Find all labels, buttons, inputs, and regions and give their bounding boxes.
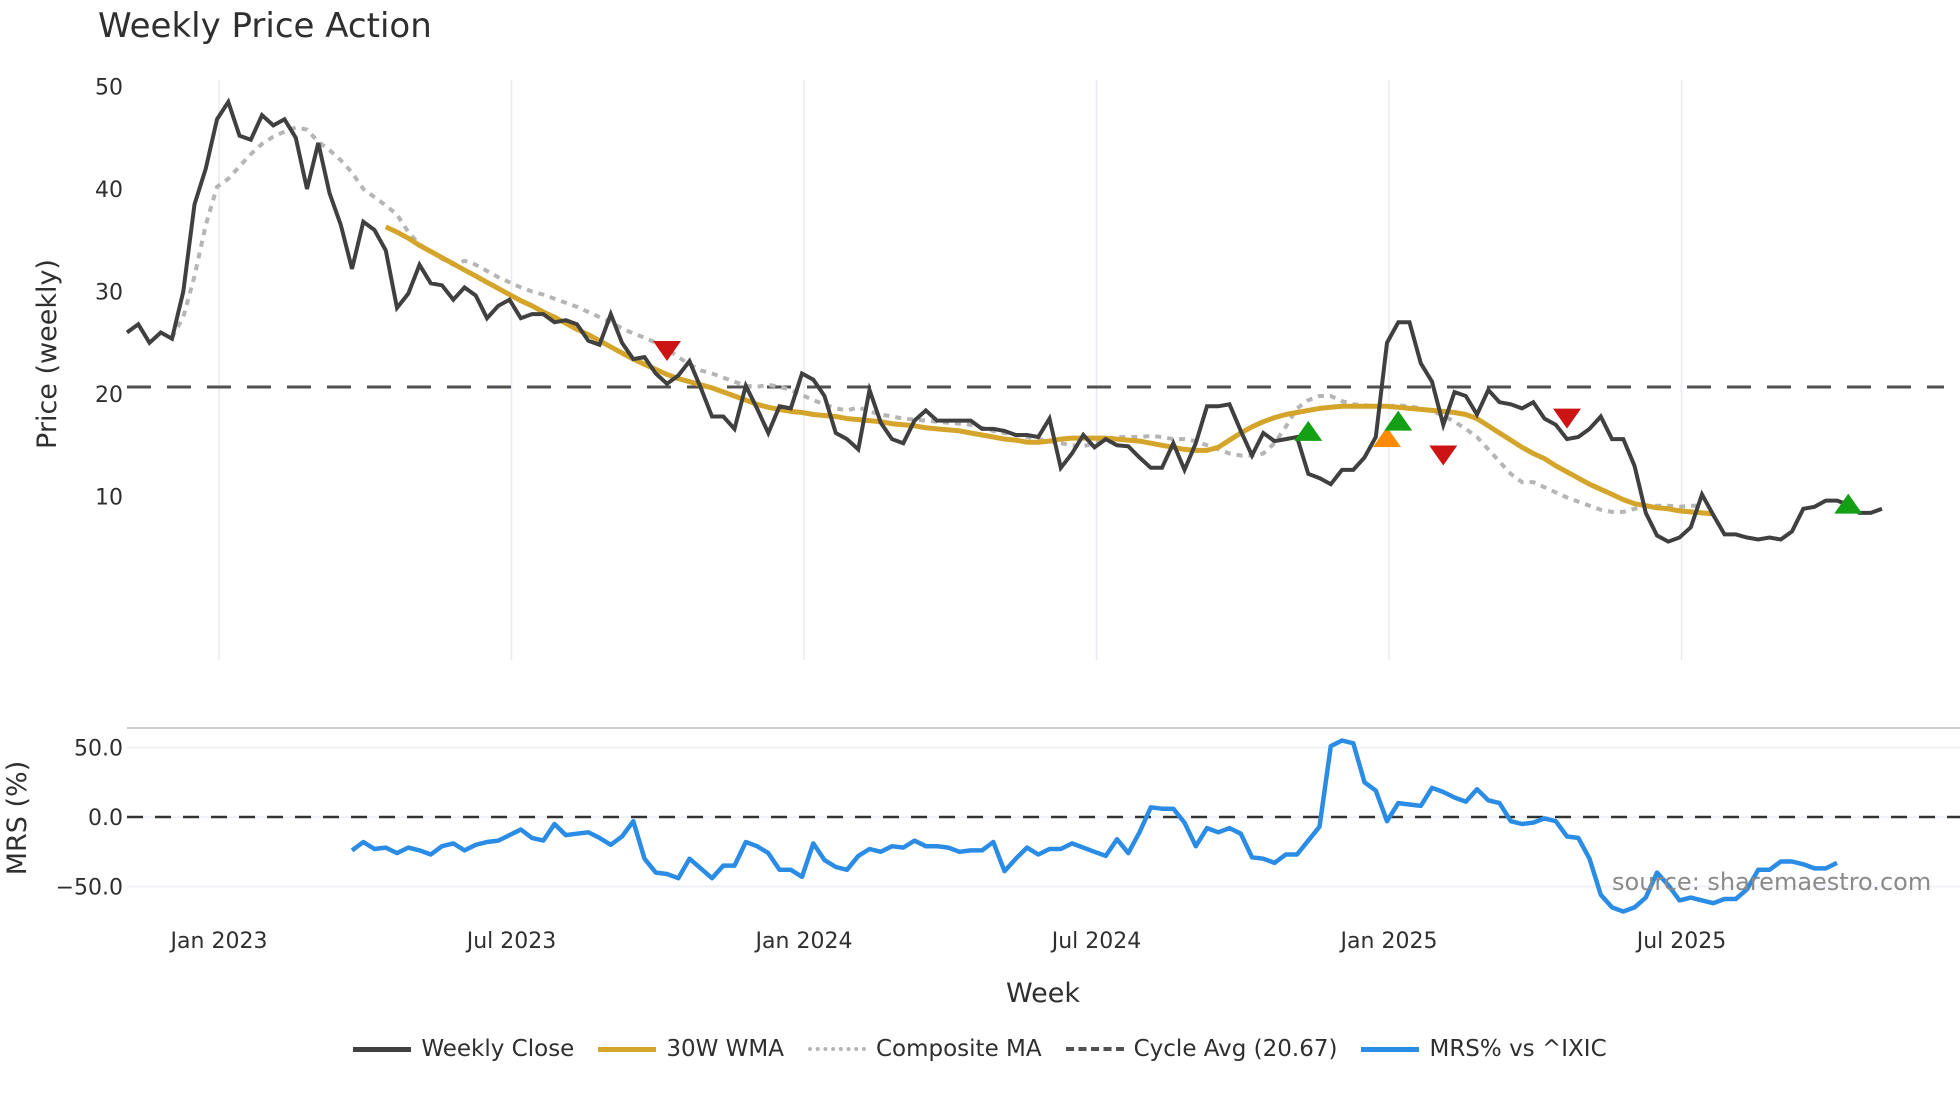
legend-label: 30W WMA bbox=[666, 1036, 784, 1062]
buy-signal-up-triangle-icon bbox=[1834, 493, 1863, 514]
mrs-y-axis-title: MRS (%) bbox=[2, 761, 33, 876]
caution-signal-up-triangle-icon bbox=[1373, 427, 1401, 448]
legend-label: Composite MA bbox=[875, 1036, 1042, 1062]
buy-signal-up-triangle-icon bbox=[1294, 420, 1323, 441]
y-tick-label: 0.0 bbox=[88, 806, 123, 831]
sell-signal-down-triangle-icon bbox=[1553, 408, 1581, 429]
x-tick-label: Jan 2023 bbox=[169, 929, 268, 954]
legend-label: MRS% vs ^IXIC bbox=[1429, 1036, 1607, 1062]
y-tick-label: 20 bbox=[95, 383, 123, 408]
chart-title: Weekly Price Action bbox=[98, 6, 432, 46]
x-axis: Jan 2023 Jul 2023 Jan 2024 Jul 2024 Jan 2025… bbox=[169, 929, 1727, 954]
x-tick-label: Jul 2024 bbox=[1050, 929, 1142, 954]
x-tick-label: Jul 2025 bbox=[1635, 929, 1727, 954]
legend-item[interactable]: 30W WMA bbox=[598, 1036, 784, 1062]
legend-swatch-icon bbox=[1361, 1046, 1420, 1052]
legend-item[interactable]: Weekly Close bbox=[353, 1036, 574, 1062]
sell-signal-down-triangle-icon bbox=[653, 340, 681, 361]
y-tick-label: 50 bbox=[95, 76, 123, 101]
y-tick-label: 10 bbox=[95, 486, 123, 511]
x-tick-label: Jul 2023 bbox=[465, 929, 557, 954]
mrs-gridlines bbox=[127, 746, 1960, 888]
weekly-close-line bbox=[125, 97, 1883, 544]
y-tick-label: 30 bbox=[95, 281, 123, 306]
price-y-axis-title: Price (weekly) bbox=[32, 259, 63, 449]
source-watermark: source: sharemaestro.com bbox=[1612, 868, 1931, 896]
legend: Weekly Close 30W WMA Composite MA Cycle Avg… bbox=[0, 1036, 1960, 1062]
legend-swatch-icon bbox=[598, 1046, 657, 1052]
buy-signal-up-triangle-icon bbox=[1384, 410, 1413, 431]
wma-30w-line bbox=[384, 224, 1714, 517]
y-tick-label: 40 bbox=[95, 178, 123, 203]
signal-markers bbox=[653, 340, 1863, 514]
price-y-axis: 10 20 30 40 50 bbox=[95, 76, 123, 511]
y-tick-label: 50.0 bbox=[74, 737, 123, 762]
composite-ma-line bbox=[170, 125, 1702, 514]
mrs-y-axis: 50.0 0.0 −50.0 bbox=[56, 737, 123, 901]
y-tick-label: −50.0 bbox=[56, 876, 123, 901]
legend-swatch-icon bbox=[807, 1047, 866, 1051]
legend-label: Weekly Close bbox=[421, 1036, 575, 1062]
legend-item[interactable]: Composite MA bbox=[807, 1036, 1042, 1062]
x-tick-label: Jan 2024 bbox=[754, 929, 853, 954]
x-axis-title: Week bbox=[1006, 978, 1080, 1009]
mrs-line bbox=[350, 738, 1838, 914]
legend-swatch-icon bbox=[353, 1046, 412, 1052]
sell-signal-down-triangle-icon bbox=[1429, 445, 1458, 466]
legend-label: Cycle Avg (20.67) bbox=[1133, 1036, 1338, 1062]
legend-swatch-icon bbox=[1065, 1047, 1124, 1051]
legend-item[interactable]: Cycle Avg (20.67) bbox=[1065, 1036, 1338, 1062]
legend-item[interactable]: MRS% vs ^IXIC bbox=[1361, 1036, 1607, 1062]
price-gridlines bbox=[218, 80, 1683, 660]
x-tick-label: Jan 2025 bbox=[1339, 929, 1438, 954]
